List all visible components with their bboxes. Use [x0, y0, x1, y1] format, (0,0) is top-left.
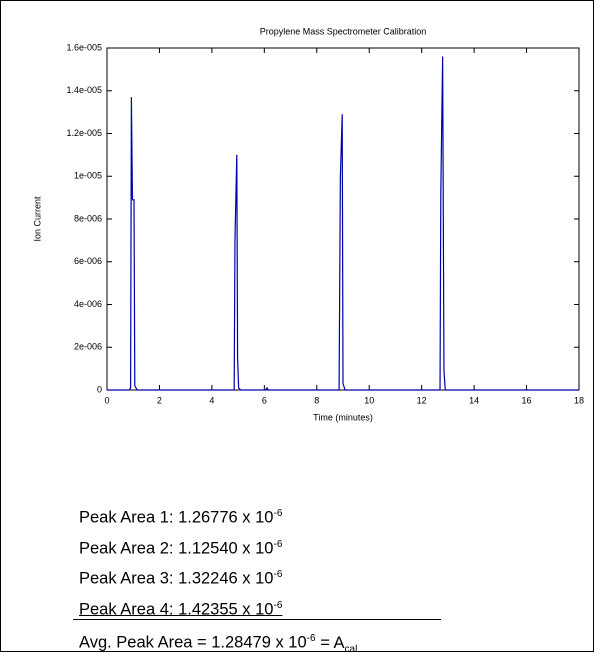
y-tick-label: 6e-006: [74, 256, 102, 266]
sum-rule: [73, 619, 441, 620]
peak-text: Peak Area 2: 1.12540 x 10: [79, 539, 274, 557]
chart: Propylene Mass Spectrometer Calibration …: [32, 26, 584, 422]
average: Avg. Peak Area = 1.28479 x 10-6 = Acal: [79, 624, 358, 652]
peak-text: Peak Area 1: 1.26776 x 10: [79, 508, 274, 527]
y-tick-label: 8e-006: [74, 213, 102, 223]
exponent: -6: [273, 569, 283, 580]
x-tick-label: 16: [522, 395, 532, 405]
notes: Peak Area 1: 1.26776 x 10-6 Peak Area 2:…: [79, 499, 358, 652]
peak-area: Peak Area 1: 1.26776 x 10-6: [79, 499, 357, 530]
x-tick-label: 12: [417, 395, 427, 405]
chart-title: Propylene Mass Spectrometer Calibration: [260, 26, 427, 36]
y-axis-label: Ion Current: [32, 196, 42, 242]
peak-area: Peak Area 3: 1.32246 x 10-6: [79, 560, 357, 591]
subscript: cal: [344, 643, 358, 652]
series-line: [107, 56, 579, 391]
y-tick-label: 1.4e-005: [66, 85, 102, 95]
x-tick-label: 4: [209, 395, 214, 405]
suffix: = A: [320, 633, 345, 652]
x-tick-label: 8: [314, 395, 319, 405]
x-tick-label: 2: [157, 395, 162, 405]
exponent: -6: [273, 538, 283, 550]
x-tick-label: 14: [469, 395, 479, 405]
exponent: -6: [273, 508, 283, 519]
x-axis-label: Time (minutes): [313, 412, 373, 422]
y-tick-label: 0: [97, 384, 102, 394]
peak-area: Peak Area 4: 1.42355 x 10-6: [79, 591, 357, 622]
y-tick-label: 1.2e-005: [66, 128, 102, 138]
exponent: -6: [273, 599, 283, 611]
exponent: -6: [306, 633, 316, 644]
x-tick-label: 0: [104, 395, 109, 405]
peak-text: Peak Area 3: 1.32246 x 10: [79, 569, 274, 588]
y-tick-label: 1.6e-005: [66, 42, 102, 52]
peak-text: Peak Area 4: 1.42355 x 10: [79, 600, 274, 618]
x-tick-label: 10: [364, 395, 374, 405]
y-tick-label: 2e-006: [74, 342, 102, 352]
x-tick-label: 18: [574, 395, 584, 405]
x-tick-label: 6: [262, 395, 267, 405]
average-text: Avg. Peak Area = 1.28479 x 10: [79, 633, 307, 652]
y-tick-label: 1e-005: [74, 171, 102, 181]
y-tick-label: 4e-006: [74, 299, 102, 309]
peak-area: Peak Area 2: 1.12540 x 10-6: [79, 530, 357, 561]
